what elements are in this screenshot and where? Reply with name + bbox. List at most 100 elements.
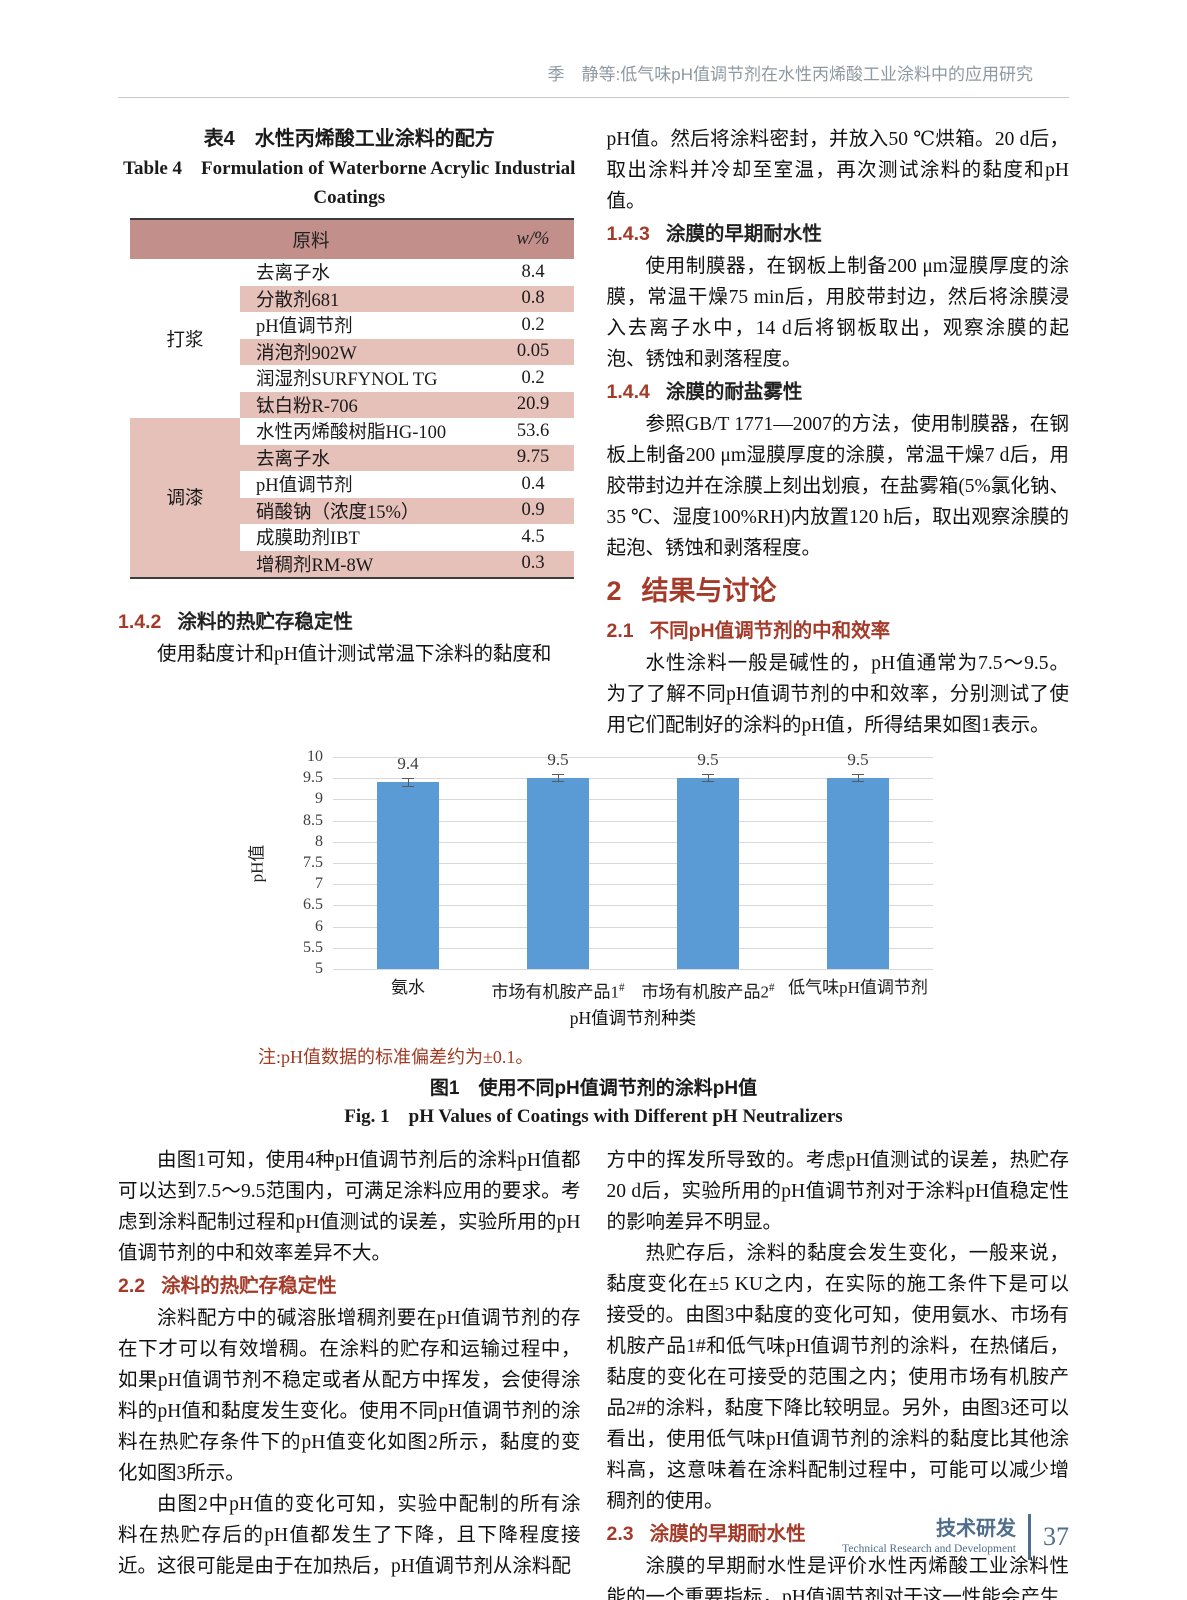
y-tick-label: 9 xyxy=(315,790,323,808)
bar xyxy=(827,778,889,969)
value-cell: 0.2 xyxy=(521,367,545,388)
section-number: 2.3 xyxy=(606,1523,634,1545)
value-cell: 8.4 xyxy=(521,261,545,282)
data-label: 9.4 xyxy=(397,754,419,774)
gridline xyxy=(333,884,933,886)
data-label: 9.5 xyxy=(547,749,569,769)
value-cell: 9.75 xyxy=(492,444,574,471)
top-columns: 表4 水性丙烯酸工业涂料的配方 Table 4 Formulation of W… xyxy=(118,124,1069,741)
group-cell: 调漆 xyxy=(130,418,240,578)
material-cell: 去离子水 xyxy=(240,444,492,471)
material-cell: 增稠剂RM-8W xyxy=(240,550,492,578)
paragraph: 热贮存后，涂料的黏度会发生变化，一般来说，黏度变化在±5 KU之内，在实际的施工… xyxy=(606,1243,1070,1512)
material-cell: 去离子水 xyxy=(256,264,331,285)
table4-title-en-line2: Coatings xyxy=(313,187,386,208)
figure-1: pH值 pH值调节剂种类 10 9.5 9 8.5 8 7.5 7 6.5 6 5.5 5 9.4 氨水… xyxy=(118,748,1069,1131)
material-cell: 分散剂681 xyxy=(240,285,492,312)
gridline xyxy=(333,947,933,949)
gridline xyxy=(333,926,933,928)
section-heading-2-3: 2.3 涂膜的早期耐水性 xyxy=(607,1517,1070,1551)
material-cell: 润湿剂SURFYNOL TG xyxy=(256,370,438,391)
section-number: 1.4.4 xyxy=(606,381,650,403)
error-bar xyxy=(851,773,865,783)
paragraph: 使用制膜器，在钢板上制备200 μm湿膜厚度的涂膜，常温干燥75 min后，用胶… xyxy=(606,256,1070,370)
value-cell: 0.2 xyxy=(521,314,545,335)
section-title: 涂膜的早期耐水性 xyxy=(649,1523,806,1545)
section-title: 涂料的热贮存稳定性 xyxy=(177,610,353,633)
paragraph: 由图1可知，使用4种pH值调节剂后的涂料pH值都可以达到7.5～9.5范围内，可… xyxy=(118,1150,581,1264)
section-title: 结果与讨论 xyxy=(641,576,777,606)
value-cell: 0.8 xyxy=(492,285,574,312)
table-row: 润湿剂SURFYNOL TG 0.2 xyxy=(130,365,574,392)
section-heading-2: 2 结果与讨论 xyxy=(607,568,1070,614)
y-tick-label: 8.5 xyxy=(303,811,323,829)
footer-section-zh: 技术研发 xyxy=(936,1518,1016,1540)
material-cell: pH值调节剂 xyxy=(256,476,353,497)
y-tick-label: 7.5 xyxy=(303,854,323,871)
figure-note: 注:pH值数据的标准偏差约为±0.1。 xyxy=(258,1047,534,1067)
table4-title-en-line1: Table 4 Formulation of Waterborne Acryli… xyxy=(123,158,576,179)
data-label: 9.5 xyxy=(697,749,719,769)
paragraph: pH值。然后将涂料密封，并放入50 ℃烘箱。20 d后，取出涂料并冷却至室温，再… xyxy=(606,129,1070,212)
y-tick-label: 10 xyxy=(307,748,323,765)
section-heading-2-1: 2.1 不同pH值调节剂的中和效率 xyxy=(607,614,1070,648)
section-heading-2-2: 2.2 涂料的热贮存稳定性 xyxy=(118,1269,581,1303)
section-number: 2 xyxy=(606,576,622,606)
plot-area xyxy=(333,757,933,970)
value-cell: 0.05 xyxy=(492,338,574,365)
gridline xyxy=(333,778,933,780)
table-row: 增稠剂RM-8W 0.3 xyxy=(130,550,574,578)
x-tick-label: 市场有机胺产品2# xyxy=(641,982,775,1002)
error-bar xyxy=(551,773,565,783)
y-tick-label: 5.5 xyxy=(303,938,323,956)
section-title: 涂膜的早期耐水性 xyxy=(665,223,822,245)
table-row: pH值调节剂 0.2 xyxy=(130,312,574,339)
value-cell: 53.6 xyxy=(516,420,550,441)
y-tick-label: 9.5 xyxy=(303,769,323,787)
material-cell: 成膜助剂IBT xyxy=(256,529,360,550)
error-bar xyxy=(401,778,415,787)
gridline xyxy=(333,799,933,801)
paragraph: 方中的挥发所导致的。考虑pH值测试的误差，热贮存20 d后，实验所用的pH值调节… xyxy=(606,1150,1070,1233)
figure-caption-zh: 图1 使用不同pH值调节剂的涂料pH值 xyxy=(429,1078,758,1099)
x-tick-label: 低气味pH值调节剂 xyxy=(788,978,928,997)
section-title: 涂料的热贮存稳定性 xyxy=(161,1275,337,1297)
table-row: 硝酸钠（浓度15%） 0.9 xyxy=(130,497,574,524)
y-tick-label: 7 xyxy=(315,875,323,893)
gridline xyxy=(333,905,933,907)
left-column-bottom: 由图1可知，使用4种pH值调节剂后的涂料pH值都可以达到7.5～9.5范围内，可… xyxy=(118,1145,581,1600)
value-cell: 0.9 xyxy=(492,497,574,524)
x-tick-label: 市场有机胺产品1# xyxy=(491,982,625,1002)
value-cell: 0.3 xyxy=(492,550,574,578)
paragraph: 参照GB/T 1771—2007的方法，使用制膜器，在钢板上制备200 μm湿膜… xyxy=(606,414,1070,559)
table-row: 去离子水 9.75 xyxy=(130,444,574,471)
material-cell: 钛白粉R-706 xyxy=(240,391,492,418)
value-cell: 4.5 xyxy=(521,526,545,547)
y-tick-label: 6.5 xyxy=(303,896,323,914)
value-cell: 0.4 xyxy=(521,473,545,494)
footer-section-en: Technical Research and Development xyxy=(842,1543,1016,1555)
page-number: 37 xyxy=(1043,1522,1069,1551)
y-tick-label: 8 xyxy=(315,832,323,850)
material-cell: 硝酸钠（浓度15%） xyxy=(240,497,492,524)
paragraph: 由图2中pH值的变化可知，实验中配制的所有涂料在热贮存后的pH值都发生了下降，且… xyxy=(118,1494,581,1577)
table-row: 分散剂681 0.8 xyxy=(130,285,574,312)
material-cell: 消泡剂902W xyxy=(240,338,492,365)
table4-title-zh: 表4 水性丙烯酸工业涂料的配方 xyxy=(203,128,495,150)
bar xyxy=(377,782,439,969)
running-title: 季 静等:低气味pH值调节剂在水性丙烯酸工业涂料中的应用研究 xyxy=(547,65,1033,84)
formulation-table: 原料 w/% 打浆 去离子水 8.4 分散剂681 0.8 pH值调节剂 0.2 消泡剂902… xyxy=(130,218,574,579)
table-row: pH值调节剂 0.4 xyxy=(130,471,574,498)
gridline xyxy=(333,841,933,843)
column-header-material: 原料 xyxy=(130,219,492,259)
section-number: 1.4.3 xyxy=(606,223,650,245)
material-cell: 水性丙烯酸树脂HG-100 xyxy=(256,423,447,444)
y-tick-label: 5 xyxy=(315,960,323,977)
bar xyxy=(677,778,739,969)
footer-section: 技术研发 Technical Research and Development xyxy=(842,1517,1016,1557)
gridline xyxy=(333,820,933,822)
paragraph: 涂料配方中的碱溶胀增稠剂要在pH值调节剂的存在下才可以有效增稠。在涂料的贮存和运… xyxy=(118,1308,581,1484)
paragraph: 涂膜的早期耐水性是评价水性丙烯酸工业涂料性能的一个重要指标，pH值调节剂对于这一… xyxy=(606,1556,1070,1600)
material-cell: pH值调节剂 xyxy=(256,317,353,338)
